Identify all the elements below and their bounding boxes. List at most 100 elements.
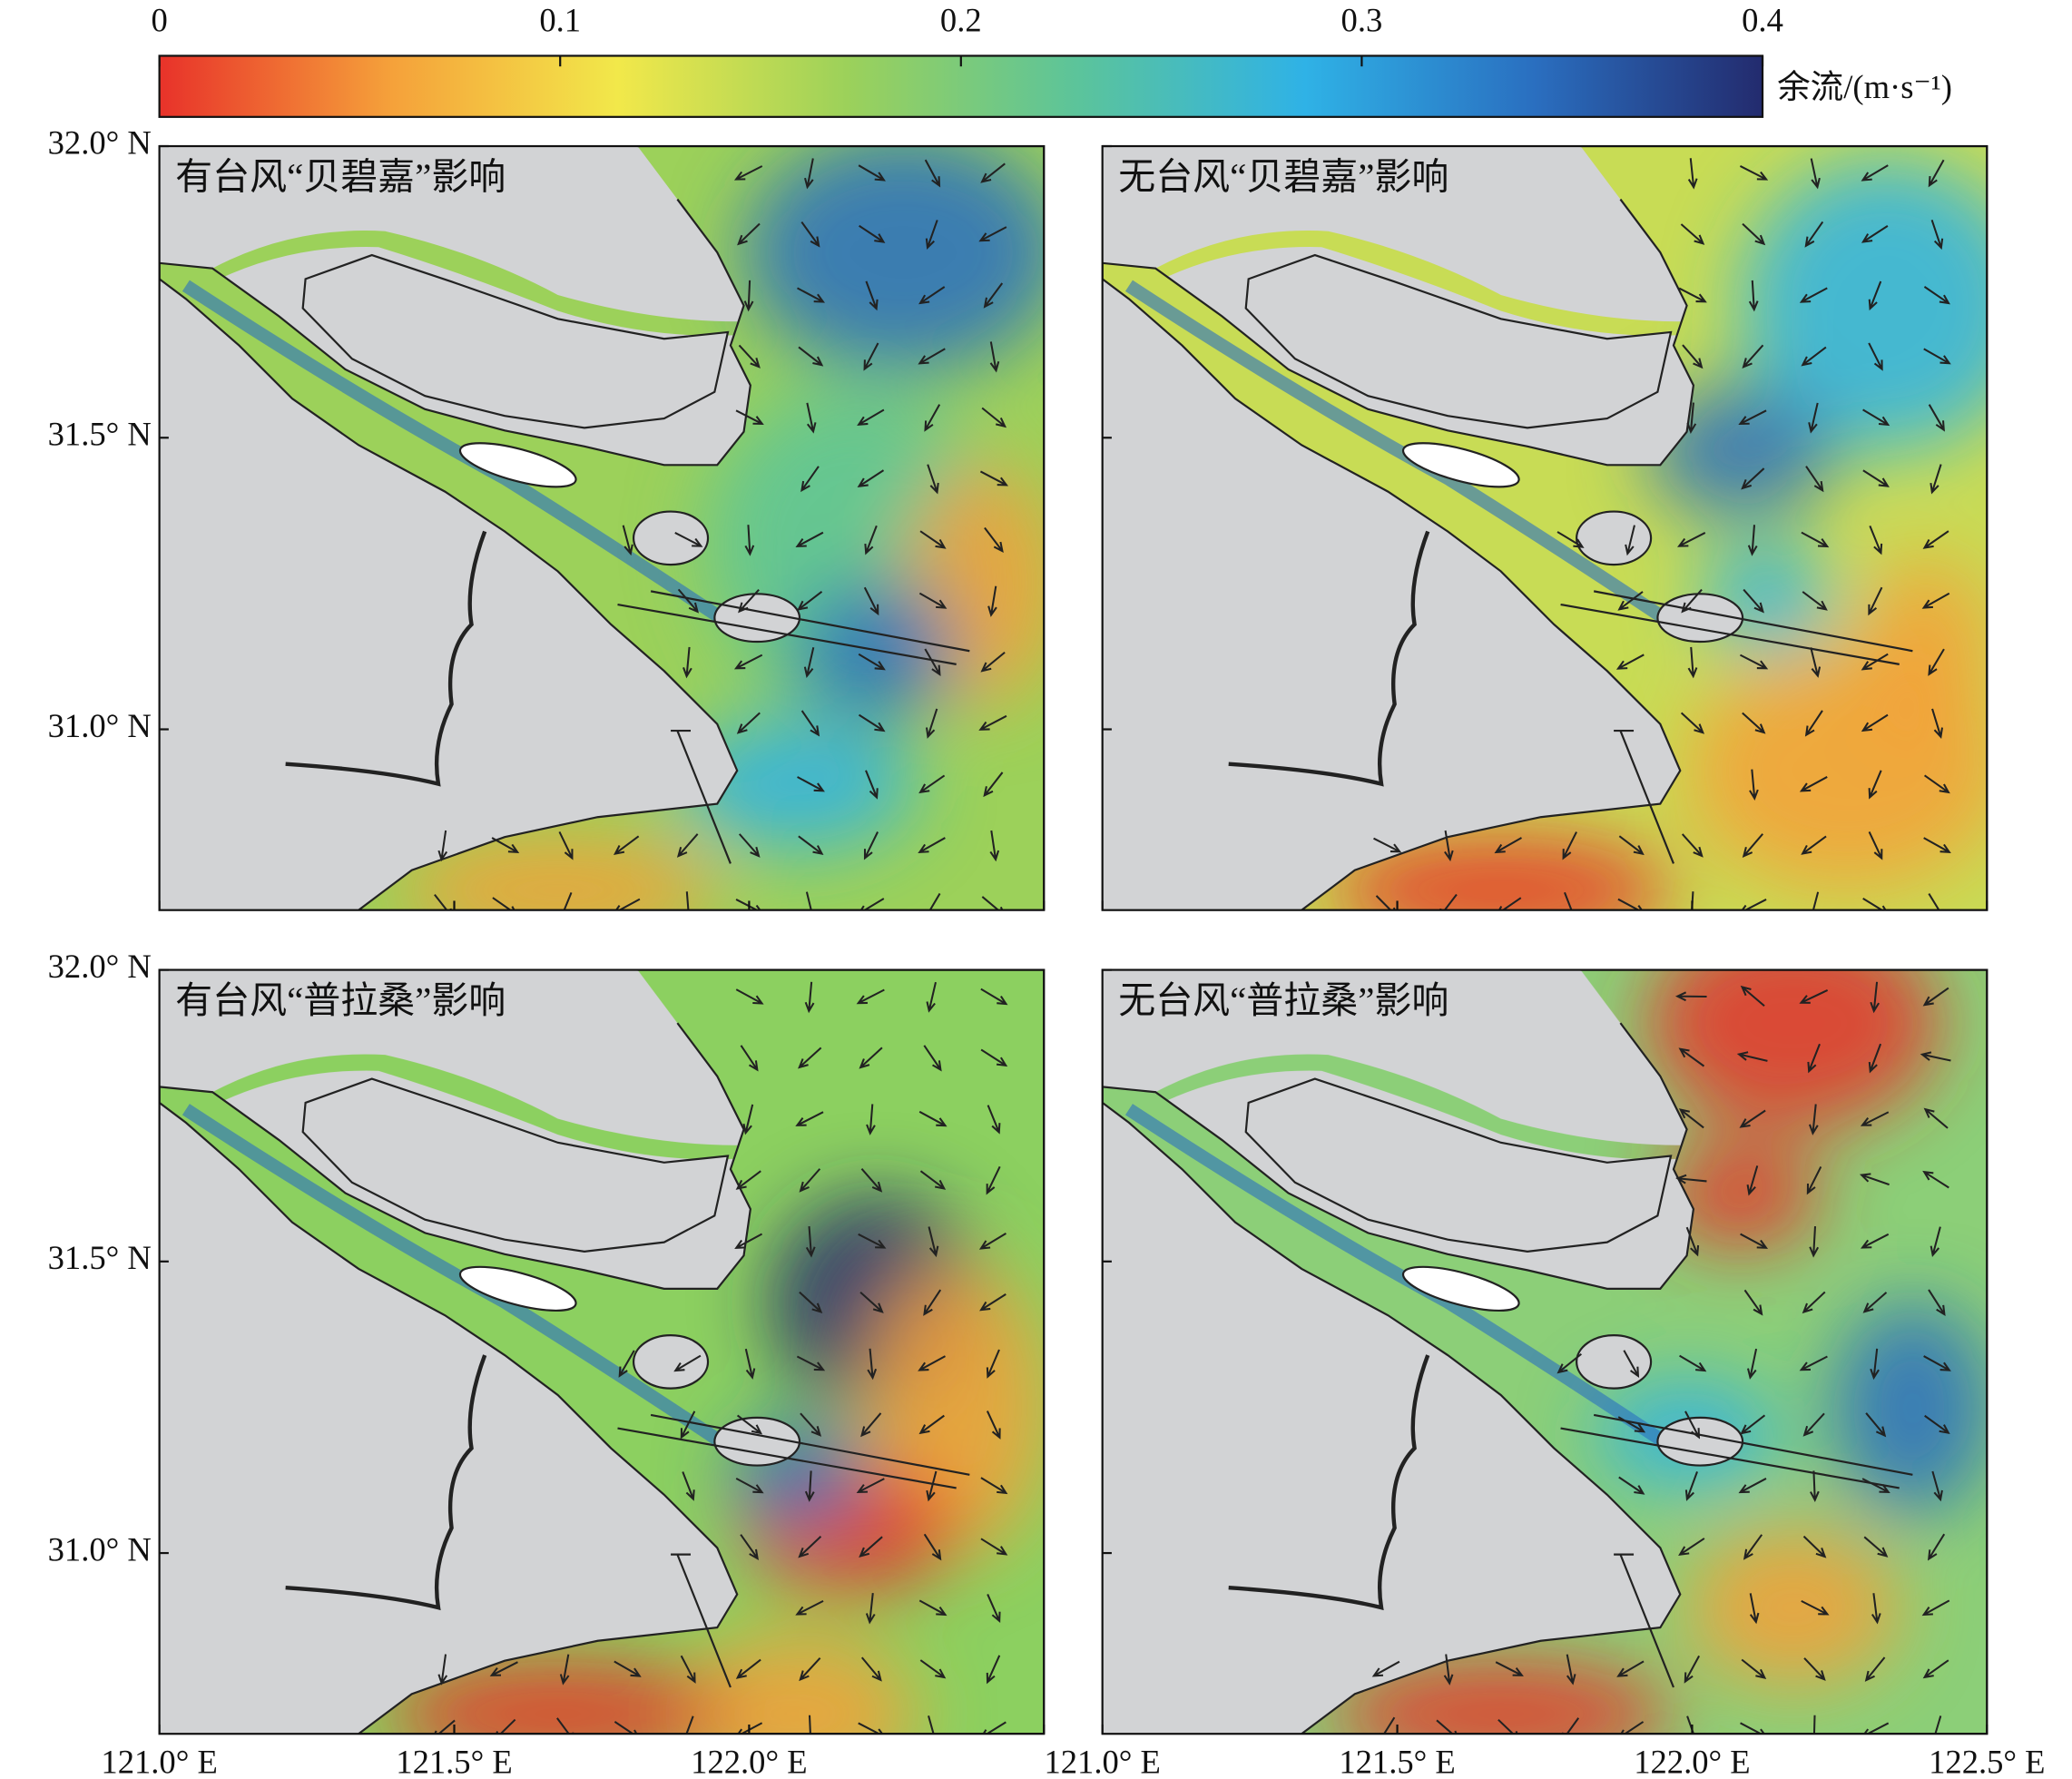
flow-arrow — [1928, 648, 1945, 676]
flow-arrow — [743, 280, 754, 312]
flow-arrow — [559, 1654, 570, 1686]
flow-arrow — [614, 898, 641, 910]
flow-arrow — [856, 988, 885, 1005]
flow-arrow — [1802, 1535, 1827, 1558]
flow-arrow — [1863, 1536, 1889, 1558]
lat-tick-label: 31.5° N — [48, 416, 152, 453]
flow-arrow — [987, 1105, 1001, 1135]
flow-arrow — [740, 1534, 760, 1560]
flow-arrow — [1566, 1654, 1576, 1686]
flow-arrow — [1922, 1659, 1949, 1679]
flow-arrow — [1740, 985, 1765, 1007]
flow-arrow — [1812, 1715, 1816, 1735]
flow-arrow — [1870, 981, 1881, 1014]
flow-arrow — [1927, 1533, 1946, 1561]
flow-arrow — [1868, 280, 1882, 311]
flow-arrow — [986, 1410, 1001, 1440]
flow-arrow — [1802, 591, 1828, 611]
panel-frame — [158, 144, 1046, 911]
flow-arrow — [1684, 1410, 1701, 1440]
current-blob — [1646, 385, 1833, 518]
flow-arrow — [558, 831, 574, 860]
flow-arrow — [1808, 402, 1819, 434]
flow-arrow — [1617, 591, 1644, 611]
flow-arrow — [1809, 1226, 1820, 1258]
flow-arrow — [865, 1593, 876, 1625]
flow-arrow — [865, 770, 879, 800]
flow-arrow — [1801, 346, 1827, 367]
flow-arrow — [983, 282, 1004, 309]
flow-arrow — [1861, 1233, 1890, 1249]
flow-arrow — [1870, 1348, 1880, 1381]
flow-arrow — [1923, 837, 1951, 853]
flow-arrow — [1862, 408, 1890, 427]
flow-arrow — [1922, 987, 1949, 1007]
flow-arrow — [744, 1348, 756, 1380]
flow-arrow — [1807, 1043, 1821, 1074]
flow-arrow — [1863, 1722, 1890, 1735]
flow-arrow — [735, 1658, 761, 1679]
flow-arrow — [798, 1536, 822, 1558]
flow-arrow — [1498, 897, 1522, 910]
flow-arrow — [1743, 1289, 1763, 1316]
map-content — [1102, 146, 1988, 910]
flow-arrow — [1680, 223, 1705, 245]
flow-arrow — [989, 830, 1000, 862]
flow-arrow — [1748, 280, 1759, 312]
flow-arrow — [798, 346, 824, 367]
flow-arrow — [1686, 402, 1697, 435]
flow-arrow — [737, 222, 761, 246]
flow-arrow — [923, 1533, 942, 1561]
lat-tick-label: 31.5° N — [48, 1239, 152, 1276]
island — [713, 593, 801, 644]
flow-arrow — [1678, 1538, 1705, 1557]
flow-arrow — [1868, 1043, 1882, 1074]
flow-arrow — [735, 988, 764, 1005]
lat-tick-label: 31.0° N — [48, 707, 152, 744]
flow-arrow — [1804, 221, 1824, 248]
flow-arrow — [1373, 837, 1402, 853]
flow-arrow — [1678, 1047, 1705, 1067]
flow-arrow — [1677, 532, 1706, 547]
flow-arrow — [1741, 1658, 1767, 1679]
flow-arrow — [1738, 1478, 1767, 1494]
flow-arrow — [1924, 1414, 1950, 1434]
map-panel: 有台风“普拉桑”影响 31.0° N 31.5° N 32.0° N 121.0° E 1… — [48, 948, 1046, 1779]
flow-arrow — [867, 1348, 878, 1381]
current-blob — [743, 146, 1045, 372]
flow-arrow — [1736, 1051, 1768, 1062]
panel-frame — [158, 968, 1046, 1735]
flow-arrow — [923, 1289, 942, 1316]
current-blob — [1660, 1142, 1820, 1249]
flow-arrow — [859, 1047, 883, 1069]
river — [285, 530, 487, 787]
flow-arrow — [805, 891, 812, 910]
flow-arrow — [925, 220, 938, 251]
island — [632, 510, 710, 566]
flow-arrow — [798, 1047, 822, 1069]
flow-arrow — [1799, 776, 1828, 792]
flow-arrow — [1864, 1656, 1886, 1682]
flow-arrow — [918, 592, 948, 609]
flow-arrow — [797, 776, 825, 792]
flow-arrow — [676, 833, 699, 858]
flow-arrow — [1922, 1170, 1949, 1189]
flow-arrow — [865, 280, 879, 311]
flow-arrow — [1494, 837, 1522, 854]
map-content — [159, 969, 1045, 1735]
flow-arrow — [797, 591, 823, 611]
flow-arrow — [799, 1168, 821, 1193]
flow-arrow — [1625, 525, 1635, 556]
flow-arrow — [1747, 525, 1758, 556]
flow-arrow — [738, 588, 760, 614]
flow-arrow — [918, 348, 946, 365]
flow-arrow — [1930, 1226, 1941, 1258]
lon-tick-label: 121.5° E — [1339, 1744, 1455, 1779]
flow-arrow — [1738, 409, 1767, 426]
flow-arrow — [860, 1412, 882, 1438]
flow-arrow — [738, 833, 761, 858]
flow-arrow — [980, 1477, 1008, 1495]
flow-arrow — [1868, 770, 1882, 800]
flow-arrow — [981, 407, 1007, 428]
